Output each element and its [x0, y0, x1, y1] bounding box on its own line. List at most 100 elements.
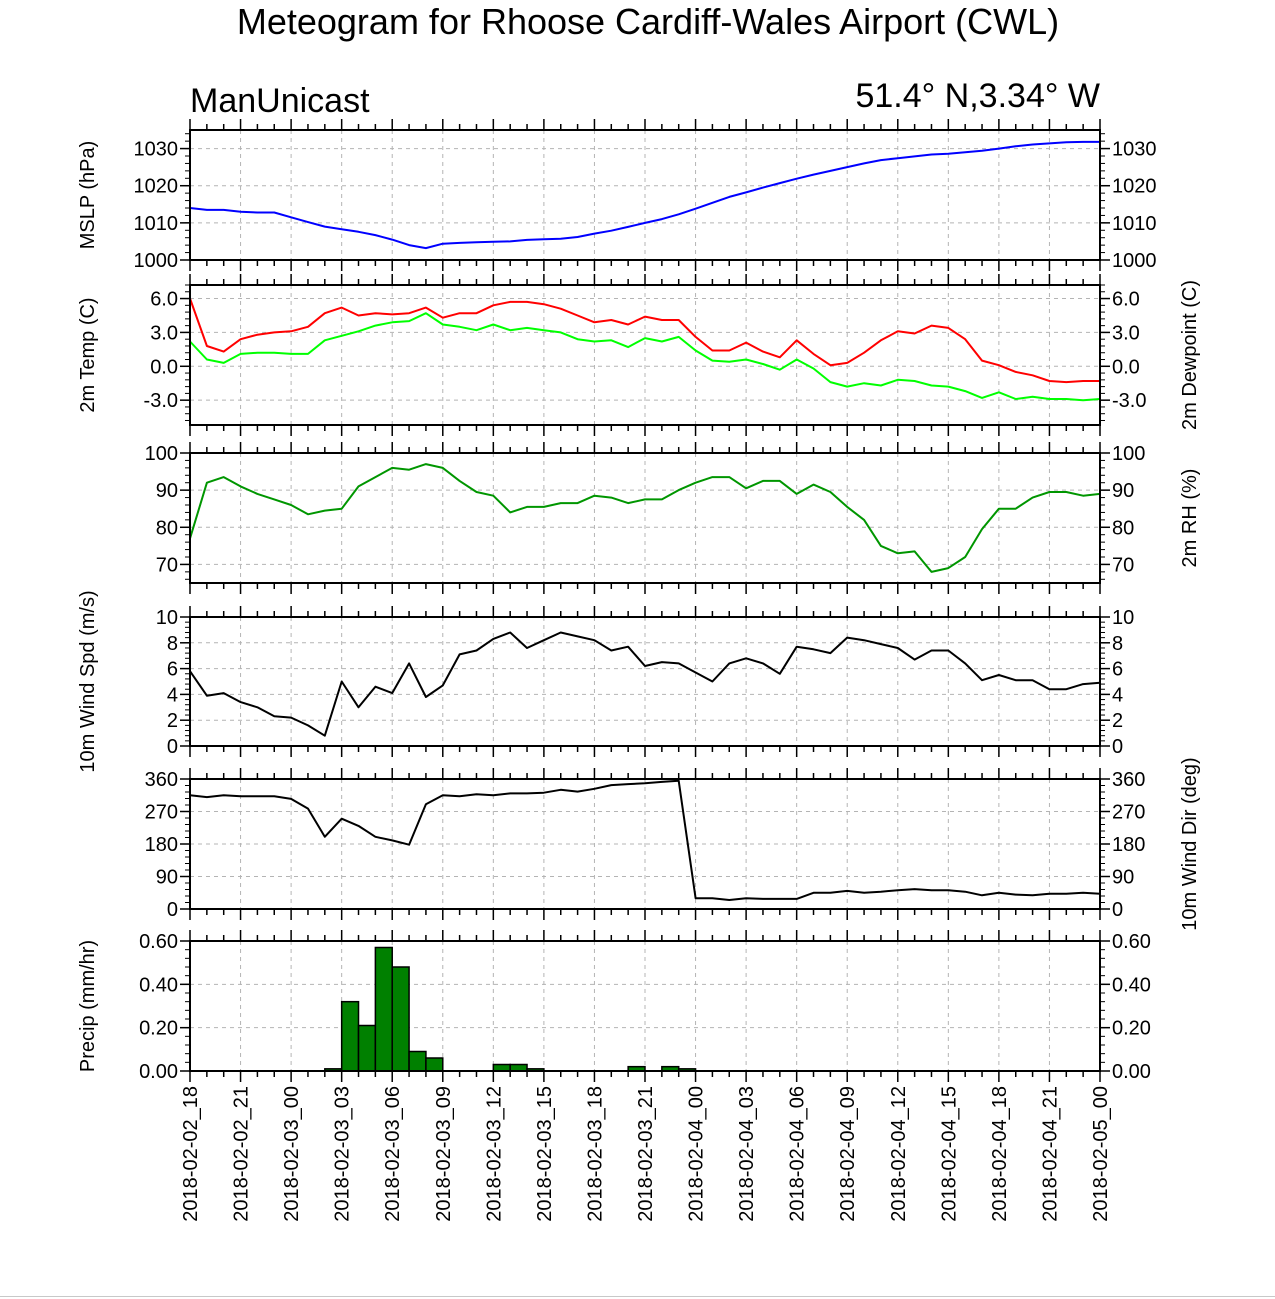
- y-tick-label-right: 10: [1112, 607, 1134, 629]
- y-tick-label-left: 0.60: [139, 931, 178, 953]
- y-tick-label-left: 8: [167, 633, 178, 655]
- panel-mslp: 1000 1000 1010 1010 1020 1020 1030 1030 MSLP (hP…: [77, 119, 1157, 272]
- y-tick-label-right: 0: [1112, 736, 1123, 758]
- y-tick-label-left: 360: [145, 769, 178, 791]
- y-tick-label-right: 0.20: [1112, 1018, 1151, 1040]
- y-tick-label-right: 2: [1112, 710, 1123, 732]
- y-tick-label-left: 0.00: [139, 1061, 178, 1083]
- y-tick-label-left: 100: [145, 443, 178, 465]
- x-tick-label: 2018-02-02_21: [231, 1086, 253, 1222]
- y-tick-label-left: 2: [167, 710, 178, 732]
- y-tick-label-left: 3.0: [150, 322, 178, 344]
- y-tick-label-right: 90: [1112, 867, 1134, 889]
- x-tick-label: 2018-02-02_18: [180, 1086, 202, 1222]
- y-tick-label-left: 1030: [134, 139, 179, 161]
- y-tick-label-left: 180: [145, 834, 178, 856]
- y-tick-label-left: 0.0: [150, 356, 178, 378]
- x-tick-label: 2018-02-03_15: [534, 1086, 556, 1222]
- x-tick-label: 2018-02-04_12: [888, 1086, 910, 1222]
- y-tick-label-left: 90: [156, 867, 178, 889]
- x-tick-label: 2018-02-03_21: [635, 1086, 657, 1222]
- temp-series-line: [189, 298, 1100, 384]
- y-tick-label-left: 270: [145, 802, 178, 824]
- x-tick-label: 2018-02-04_21: [1039, 1086, 1061, 1222]
- y-tick-label-right: 90: [1112, 480, 1134, 502]
- y-tick-label-right: -3.0: [1112, 390, 1146, 412]
- x-tick-label: 2018-02-04_06: [787, 1086, 809, 1222]
- x-tick-label: 2018-02-04_00: [686, 1086, 708, 1222]
- x-tick-label: 2018-02-03_18: [584, 1086, 606, 1222]
- y-tick-label-right: 0: [1112, 899, 1123, 921]
- y-tick-label-left: 70: [156, 554, 178, 576]
- x-tick-label: 2018-02-03_06: [382, 1086, 404, 1222]
- precip-bar: [391, 966, 410, 1072]
- y-tick-label-left: 90: [156, 480, 178, 502]
- y-tick-label-right: 3.0: [1112, 322, 1140, 344]
- panel-wind_speed: 0 0 2 2 4 4 6 6 8 8 10 10 10m Wind Spd (m/s): [77, 590, 1134, 772]
- y-tick-label-left: -3.0: [144, 390, 178, 412]
- y-tick-label-right: 0.60: [1112, 931, 1151, 953]
- precip-bar: [374, 946, 393, 1072]
- y-tick-label-right: 1020: [1112, 176, 1157, 198]
- mslp-series-line: [189, 140, 1100, 250]
- rh-series-line: [189, 463, 1101, 573]
- y-tick-label-left: 4: [167, 684, 178, 706]
- y-tick-label-right: 8: [1112, 633, 1123, 655]
- y-tick-label-right: 0.40: [1112, 974, 1151, 996]
- precip-bar: [425, 1057, 444, 1072]
- y-axis-title-right: 2m Dewpoint (C): [1179, 280, 1201, 430]
- y-tick-label-left: 0: [167, 899, 178, 921]
- y-axis-title-right: 10m Wind Dir (deg): [1179, 757, 1201, 930]
- precip-bar: [357, 1024, 377, 1072]
- x-tick-label: 2018-02-04_15: [938, 1086, 960, 1222]
- y-tick-label-right: 0.00: [1112, 1061, 1151, 1083]
- y-tick-label-right: 360: [1112, 769, 1145, 791]
- y-axis-title-right: 2m RH (%): [1179, 469, 1201, 568]
- precip-bar: [408, 1050, 427, 1072]
- y-tick-label-left: 6.0: [150, 289, 178, 311]
- x-tick-label: 2018-02-03_12: [483, 1086, 505, 1222]
- panel-precip: 0.00 0.00 0.20 0.20 0.40 0.40 0.60 0.60 Precip (…: [77, 930, 1151, 1083]
- y-tick-label-left: 0: [167, 736, 178, 758]
- x-tick-label: 2018-02-04_18: [989, 1086, 1011, 1222]
- y-tick-label-left: 1010: [134, 213, 179, 235]
- panel-rh: 70 70 80 80 90 90 100 100 2m RH (%): [145, 442, 1201, 594]
- y-tick-label-right: 270: [1112, 802, 1145, 824]
- y-tick-label-right: 1000: [1112, 250, 1157, 272]
- precip-bar: [340, 1000, 360, 1072]
- y-tick-label-right: 70: [1112, 554, 1134, 576]
- y-tick-label-right: 6.0: [1112, 289, 1140, 311]
- station-location: 51.4° N,3.34° W: [855, 77, 1100, 115]
- y-axis-title-left: 10m Wind Spd (m/s): [77, 590, 99, 772]
- temp-series-line: [189, 312, 1101, 402]
- y-tick-label-right: 180: [1112, 834, 1145, 856]
- y-tick-label-left: 6: [167, 659, 178, 681]
- y-tick-label-left: 0.40: [139, 974, 178, 996]
- bottom-divider: [0, 1296, 1275, 1297]
- y-tick-label-left: 0.20: [139, 1018, 178, 1040]
- time-axis: 2018-02-02_18 2018-02-02_21 2018-02-03_00 2…: [180, 1086, 1112, 1222]
- y-tick-label-right: 1030: [1112, 139, 1157, 161]
- wind_speed-series-line: [189, 631, 1101, 737]
- y-axis-title-left: MSLP (hPa): [77, 141, 99, 250]
- y-tick-label-right: 0.0: [1112, 356, 1140, 378]
- y-tick-label-right: 80: [1112, 517, 1134, 539]
- y-axis-title-left: 2m Temp (C): [77, 297, 99, 412]
- panel-temp: -3.0 -3.0 0.0 0.0 3.0 3.0 6.0 6.0 2m Temp (C) 2m …: [77, 274, 1201, 436]
- x-tick-label: 2018-02-04_09: [837, 1086, 859, 1222]
- x-tick-label: 2018-02-03_00: [281, 1086, 303, 1222]
- y-tick-label-left: 80: [156, 517, 178, 539]
- y-tick-label-left: 1020: [134, 176, 179, 198]
- y-tick-label-right: 1010: [1112, 213, 1157, 235]
- x-tick-label: 2018-02-05_00: [1090, 1086, 1112, 1222]
- wind_dir-series-line: [189, 779, 1101, 901]
- panel-wind_dir: 0 0 90 90 180 180 270 270 360 360 10m Wind Dir (de…: [145, 757, 1201, 930]
- x-tick-label: 2018-02-04_03: [736, 1086, 758, 1222]
- x-tick-label: 2018-02-03_09: [433, 1086, 455, 1222]
- model-name: ManUnicast: [190, 82, 370, 120]
- y-tick-label-left: 10: [156, 607, 178, 629]
- y-tick-label-right: 4: [1112, 684, 1123, 706]
- chart-title: Meteogram for Rhoose Cardiff-Wales Airpo…: [237, 1, 1059, 42]
